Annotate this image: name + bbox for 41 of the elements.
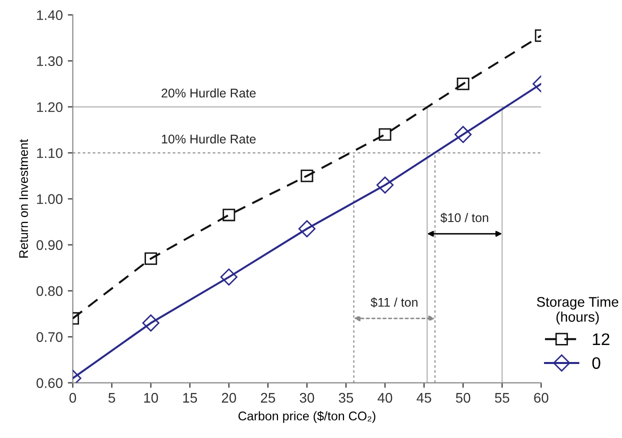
point (222, 208, 236, 222)
y-tick-label: 1.40 (37, 10, 63, 20)
annotation: $11 / ton (370, 297, 418, 308)
x-tick-label: 10 (144, 392, 158, 403)
point (378, 128, 392, 141)
legend-label: 0 (592, 357, 600, 370)
legend-label: 12 (592, 333, 610, 345)
point (298, 220, 316, 238)
x-tick-label: 15 (183, 393, 198, 403)
x-tick-label: 5 (108, 393, 116, 403)
point (144, 252, 158, 265)
x-tick-label: 35 (338, 392, 354, 403)
y-tick-label: 0.70 (36, 332, 63, 342)
point (300, 170, 314, 182)
y-tick-label: 1.20 (37, 102, 63, 112)
point (376, 176, 394, 194)
y-tick-label: 1.00 (37, 194, 63, 204)
point (454, 126, 472, 144)
point (456, 78, 470, 90)
ref-line-label: 20% Hurdle Rate (162, 88, 256, 98)
x-tick-label: 55 (494, 393, 510, 403)
legend-title: Storage Time (hours) (536, 296, 618, 325)
x-tick-label: 0 (69, 392, 76, 403)
x-tick-label: 30 (300, 392, 314, 403)
y-axis-title: Return on Investment (19, 139, 28, 258)
y-tick-label: 0.90 (36, 240, 63, 250)
x-tick-label: 60 (534, 392, 548, 403)
x-tick-label: 20 (222, 392, 236, 403)
x-tick-label: 25 (260, 392, 276, 403)
x-tick-label: 50 (456, 392, 470, 403)
y-tick-label: 0.60 (36, 378, 63, 388)
point (142, 314, 160, 332)
x-tick-label: 40 (378, 392, 392, 403)
y-tick-label: 0.80 (36, 286, 63, 296)
x-axis-title: Carbon price ($/ton CO₂) (238, 411, 376, 423)
ref-line-label: 10% Hurdle Rate (162, 134, 256, 144)
x-tick-label: 45 (416, 393, 432, 403)
y-tick-label: 1.30 (37, 56, 63, 66)
annotation: $10 / ton (440, 212, 488, 223)
y-tick-label: 1.10 (37, 148, 63, 158)
point (220, 268, 238, 286)
